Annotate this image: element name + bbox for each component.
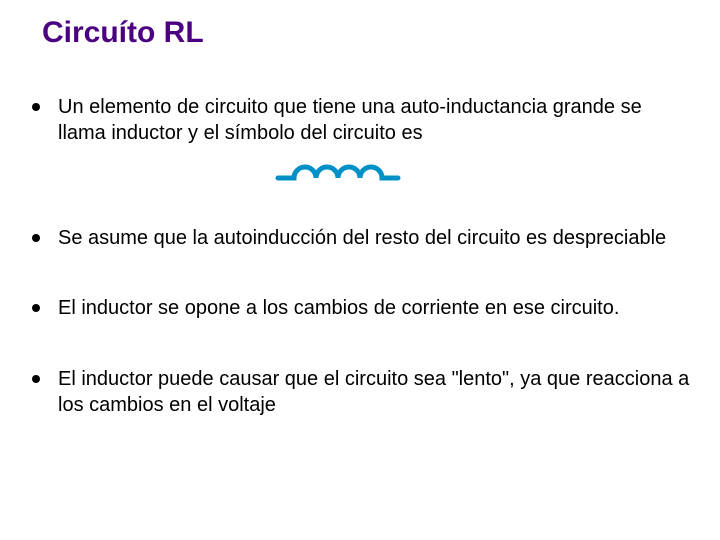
bullet-item: Se asume que la autoinducción del resto … bbox=[28, 225, 692, 251]
bullet-marker-icon bbox=[32, 375, 40, 383]
bullet-text: El inductor se opone a los cambios de co… bbox=[58, 295, 692, 321]
bullet-text: Se asume que la autoinducción del resto … bbox=[58, 225, 692, 251]
bullet-text: El inductor puede causar que el circuito… bbox=[58, 366, 692, 419]
inductor-symbol-icon bbox=[274, 156, 404, 194]
bullet-list: Un elemento de circuito que tiene una au… bbox=[28, 94, 692, 418]
bullet-item: Un elemento de circuito que tiene una au… bbox=[28, 94, 692, 147]
bullet-item: El inductor se opone a los cambios de co… bbox=[28, 295, 692, 321]
bullet-marker-icon bbox=[32, 103, 40, 111]
bullet-marker-icon bbox=[32, 234, 40, 242]
bullet-marker-icon bbox=[32, 304, 40, 312]
bullet-text: Un elemento de circuito que tiene una au… bbox=[58, 94, 692, 147]
slide-title: Circuíto RL bbox=[42, 16, 204, 50]
bullet-item: El inductor puede causar que el circuito… bbox=[28, 366, 692, 419]
